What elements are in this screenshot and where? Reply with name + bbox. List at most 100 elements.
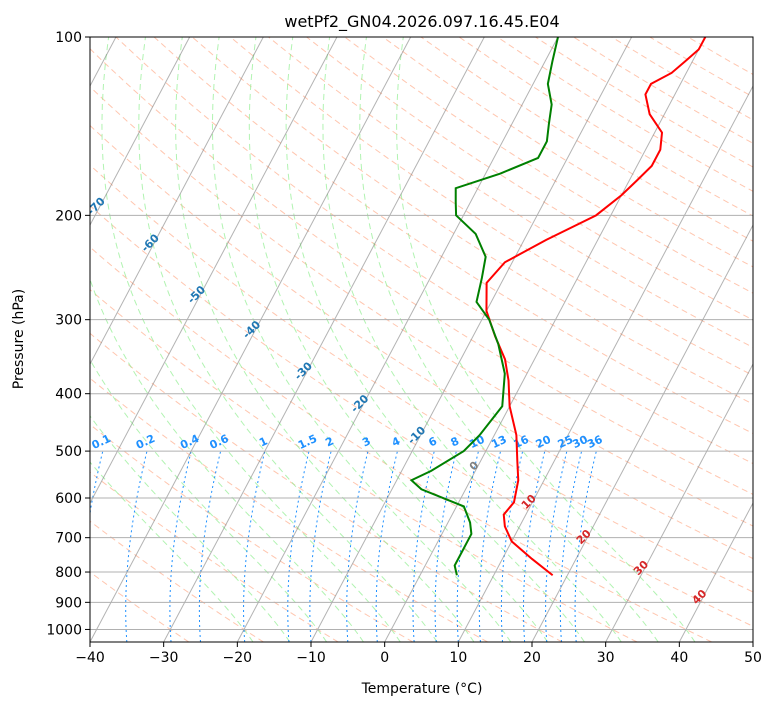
isotherm [531, 223, 753, 642]
moist-adiabat [211, 37, 512, 642]
dry-adiabat [90, 332, 563, 642]
x-tick-label: −10 [296, 650, 326, 666]
moist-adiabat [322, 37, 622, 642]
dry-adiabat [306, 37, 753, 321]
moist-adiabat [359, 37, 659, 642]
moist-adiabat [90, 415, 291, 642]
mixing-ratio-label: 16 [512, 433, 532, 451]
isotherm [90, 37, 191, 227]
isotherm [90, 37, 338, 505]
dry-adiabat [649, 37, 753, 98]
moist-adiabat [138, 37, 438, 642]
x-tick-label: 0 [380, 650, 389, 666]
dry-adiabat-label: -80 [34, 152, 57, 175]
mixing-ratio-line [169, 450, 192, 642]
dry-adiabat [115, 37, 753, 465]
mixing-ratio-line [198, 450, 222, 642]
y-tick-label: 800 [55, 565, 82, 581]
mixing-ratio-label: 0.6 [208, 432, 231, 452]
y-tick-label: 700 [55, 531, 82, 547]
mixing-ratio-label: 3 [360, 434, 372, 449]
mixing-ratio-line [346, 450, 369, 642]
mixing-ratio-line [434, 450, 457, 642]
dry-adiabat [90, 471, 339, 642]
moist-adiabat [90, 461, 254, 642]
isotherm [90, 37, 412, 642]
dry-adiabat [611, 37, 753, 121]
x-tick-label: 10 [449, 650, 467, 666]
dry-adiabat [90, 571, 190, 642]
dry-adiabat [90, 377, 488, 642]
moist-adiabat [248, 37, 549, 642]
mixing-ratio-line [478, 450, 502, 642]
dry-adiabat [90, 86, 753, 527]
isotherm [163, 37, 485, 642]
moist-adiabat [101, 37, 401, 642]
moist-adiabat [90, 277, 364, 642]
moist-adiabat [175, 37, 475, 642]
moist-adiabat [285, 37, 585, 642]
mixing-ratio-line [90, 450, 104, 517]
dry-adiabat [90, 423, 414, 642]
dry-adiabat [344, 37, 753, 294]
temperature-line [485, 37, 707, 577]
y-tick-label: 500 [55, 444, 82, 460]
y-tick-label: 900 [55, 595, 82, 611]
dewpoint-line [409, 37, 559, 576]
mixing-ratio-line [243, 450, 266, 642]
y-tick-label: 1000 [46, 622, 82, 638]
mixing-ratio-label: 0.2 [134, 432, 157, 452]
chart-title: wetPf2_GN04.2026.097.16.45.E04 [284, 12, 559, 32]
y-tick-label: 200 [55, 208, 82, 224]
dry-adiabat-label: 0 [467, 458, 482, 473]
dry-adiabat [191, 37, 753, 405]
mixing-ratio-label: 0.1 [90, 432, 113, 452]
dry-adiabat [496, 37, 753, 192]
mixing-ratio-label: 1.5 [296, 432, 319, 452]
mixing-ratio-label: 2 [323, 434, 335, 449]
x-tick-label: 50 [744, 650, 762, 666]
mixing-ratio-label: 36 [585, 433, 605, 451]
moist-adiabat [90, 358, 328, 642]
x-tick-label: 30 [597, 650, 615, 666]
mixing-ratio-line [125, 450, 148, 642]
mixing-ratio-line [375, 450, 398, 642]
dry-adiabat [230, 37, 753, 376]
y-axis-label: Pressure (hPa) [11, 289, 27, 389]
x-axis: −40 −30 −20 −10 0 10 20 30 40 50 [75, 642, 762, 666]
isotherm [605, 362, 753, 642]
mixing-ratio-line [412, 450, 435, 642]
dry-adiabat-label: -90 [0, 100, 11, 123]
y-tick-label: 400 [55, 387, 82, 403]
dry-adiabat [90, 520, 264, 642]
mixing-ratio-label: 1 [257, 434, 269, 449]
isotherm [236, 37, 559, 642]
grid-lines [90, 37, 753, 642]
y-tick-label: 100 [55, 30, 82, 46]
dry-adiabat [90, 246, 712, 642]
mixing-ratio-label: 0.4 [178, 432, 201, 452]
dry-adiabat [535, 37, 753, 168]
mixing-ratio-label: 10 [467, 433, 487, 451]
mixing-ratio-line [500, 450, 524, 642]
mixing-ratio-label: 13 [489, 433, 508, 451]
isotherm [384, 37, 706, 642]
isotherm [678, 501, 753, 642]
series-lines [409, 37, 707, 577]
mixing-ratio-label: 25 [556, 433, 575, 451]
mixing-ratio-label: 30 [570, 433, 590, 451]
x-tick-label: 20 [523, 650, 541, 666]
isotherm [752, 640, 753, 642]
y-axis: 100 200 300 400 500 600 700 800 900 1000 [46, 30, 90, 638]
plot-frame [89, 36, 754, 643]
background-line-labels: 0.10.20.40.611.52346810131620253036-100-… [0, 100, 710, 607]
mixing-ratio-label: 20 [534, 433, 554, 451]
isotherm [90, 37, 264, 366]
x-tick-label: −30 [149, 650, 179, 666]
dry-adiabat [90, 48, 753, 495]
x-tick-label: −40 [75, 650, 105, 666]
y-tick-label: 300 [55, 313, 82, 329]
mixing-ratio-line [523, 450, 546, 642]
mixing-ratio-label: 8 [449, 434, 461, 449]
